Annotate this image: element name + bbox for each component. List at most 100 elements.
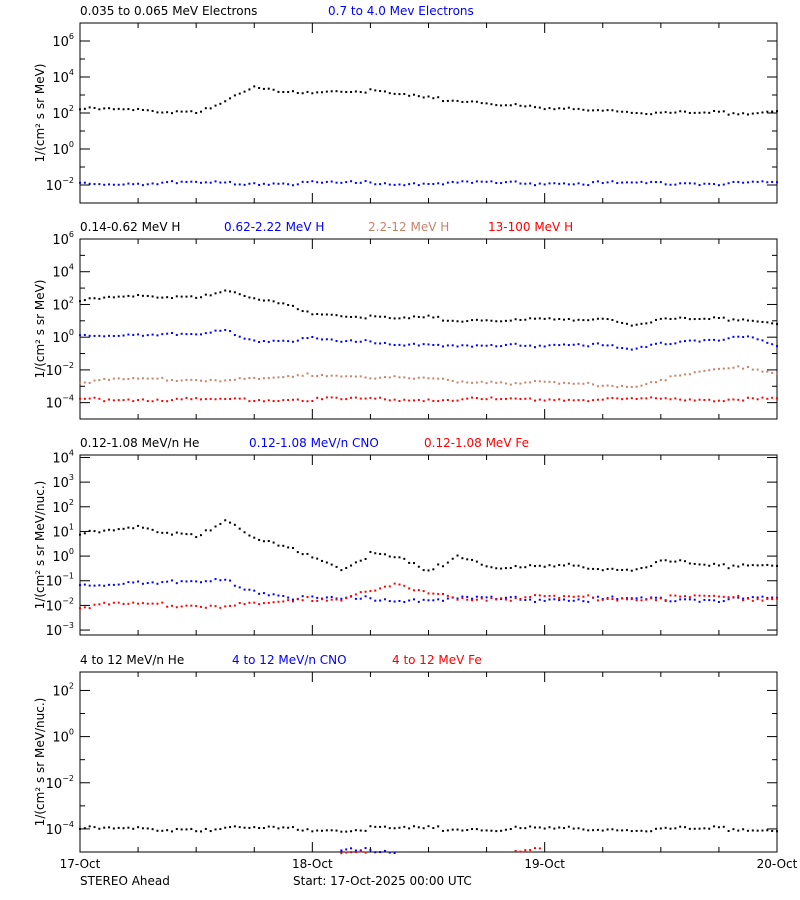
data-point bbox=[737, 398, 740, 401]
data-point bbox=[572, 382, 575, 385]
data-point bbox=[630, 830, 633, 833]
data-point bbox=[713, 599, 716, 602]
data-point bbox=[311, 313, 314, 316]
data-point bbox=[253, 601, 256, 604]
data-point bbox=[219, 181, 222, 184]
data-point bbox=[287, 375, 290, 378]
data-point bbox=[611, 828, 614, 831]
data-point bbox=[185, 580, 188, 583]
data-point bbox=[233, 94, 236, 97]
data-point bbox=[258, 399, 261, 402]
data-point bbox=[325, 90, 328, 93]
data-point bbox=[437, 592, 440, 595]
data-point bbox=[427, 569, 430, 572]
data-point bbox=[345, 830, 348, 833]
data-point bbox=[316, 313, 319, 316]
data-point bbox=[229, 521, 232, 524]
data-point bbox=[291, 184, 294, 187]
data-point bbox=[253, 376, 256, 379]
data-point bbox=[606, 828, 609, 831]
data-point bbox=[509, 599, 512, 602]
series-0-035-to-0-065-mev-electrons bbox=[79, 85, 778, 116]
data-point bbox=[451, 344, 454, 347]
data-point bbox=[296, 598, 299, 601]
data-point bbox=[471, 558, 474, 561]
data-point bbox=[83, 397, 86, 400]
data-point bbox=[563, 107, 566, 110]
data-point bbox=[137, 107, 140, 110]
data-point bbox=[350, 595, 353, 598]
data-point bbox=[746, 113, 749, 116]
data-point bbox=[601, 384, 604, 387]
legend-label: 4 to 12 MeV/n CNO bbox=[232, 653, 347, 667]
data-point bbox=[379, 851, 382, 854]
data-point bbox=[350, 847, 353, 850]
data-point bbox=[606, 384, 609, 387]
data-point bbox=[316, 596, 319, 599]
data-point bbox=[756, 596, 759, 599]
data-point bbox=[175, 828, 178, 830]
data-point bbox=[645, 182, 648, 185]
data-point bbox=[112, 108, 115, 111]
data-point bbox=[713, 316, 716, 319]
data-point bbox=[427, 95, 430, 98]
data-point bbox=[282, 90, 285, 93]
data-point bbox=[490, 566, 493, 569]
data-point bbox=[359, 316, 362, 319]
data-point bbox=[698, 600, 701, 603]
data-point bbox=[727, 319, 730, 322]
data-point bbox=[195, 536, 198, 539]
data-point bbox=[277, 594, 280, 597]
data-point bbox=[340, 597, 343, 600]
data-point bbox=[403, 316, 406, 319]
data-point bbox=[117, 601, 120, 604]
data-point bbox=[282, 399, 285, 402]
data-point bbox=[475, 344, 478, 347]
data-point bbox=[88, 381, 91, 384]
data-point bbox=[742, 336, 745, 339]
data-point bbox=[345, 181, 348, 184]
data-point bbox=[122, 399, 125, 402]
data-point bbox=[742, 318, 745, 321]
data-point bbox=[630, 598, 633, 601]
data-point bbox=[616, 386, 619, 389]
data-point bbox=[635, 385, 638, 388]
data-point bbox=[524, 596, 527, 599]
data-point bbox=[354, 849, 357, 852]
data-point bbox=[369, 181, 372, 184]
data-point bbox=[248, 296, 251, 299]
data-point bbox=[253, 339, 256, 342]
legend-label: 0.62-2.22 MeV H bbox=[224, 220, 324, 234]
data-point bbox=[606, 344, 609, 347]
data-point bbox=[224, 605, 227, 608]
data-point bbox=[543, 183, 546, 186]
data-point bbox=[200, 581, 203, 584]
data-point bbox=[722, 595, 725, 598]
y-tick-label: 10−4 bbox=[46, 394, 74, 412]
data-point bbox=[538, 564, 541, 567]
data-point bbox=[466, 180, 469, 183]
data-point bbox=[325, 375, 328, 378]
data-point bbox=[393, 827, 396, 830]
data-point bbox=[146, 294, 149, 297]
data-point bbox=[364, 847, 367, 850]
data-point bbox=[122, 295, 125, 298]
data-point bbox=[190, 827, 193, 830]
data-point bbox=[214, 180, 217, 183]
x-tick-label: 19-Oct bbox=[524, 857, 565, 871]
data-point bbox=[461, 100, 464, 103]
data-point bbox=[708, 182, 711, 185]
data-point bbox=[553, 182, 556, 185]
data-point bbox=[93, 826, 96, 829]
data-point bbox=[645, 345, 648, 348]
data-point bbox=[379, 599, 382, 602]
data-point bbox=[766, 181, 769, 184]
data-point bbox=[108, 334, 111, 337]
data-point bbox=[166, 400, 169, 403]
data-point bbox=[674, 111, 677, 114]
data-point bbox=[616, 599, 619, 602]
data-point bbox=[166, 531, 169, 534]
data-point bbox=[412, 182, 415, 185]
data-point bbox=[688, 373, 691, 376]
data-point bbox=[272, 376, 275, 379]
